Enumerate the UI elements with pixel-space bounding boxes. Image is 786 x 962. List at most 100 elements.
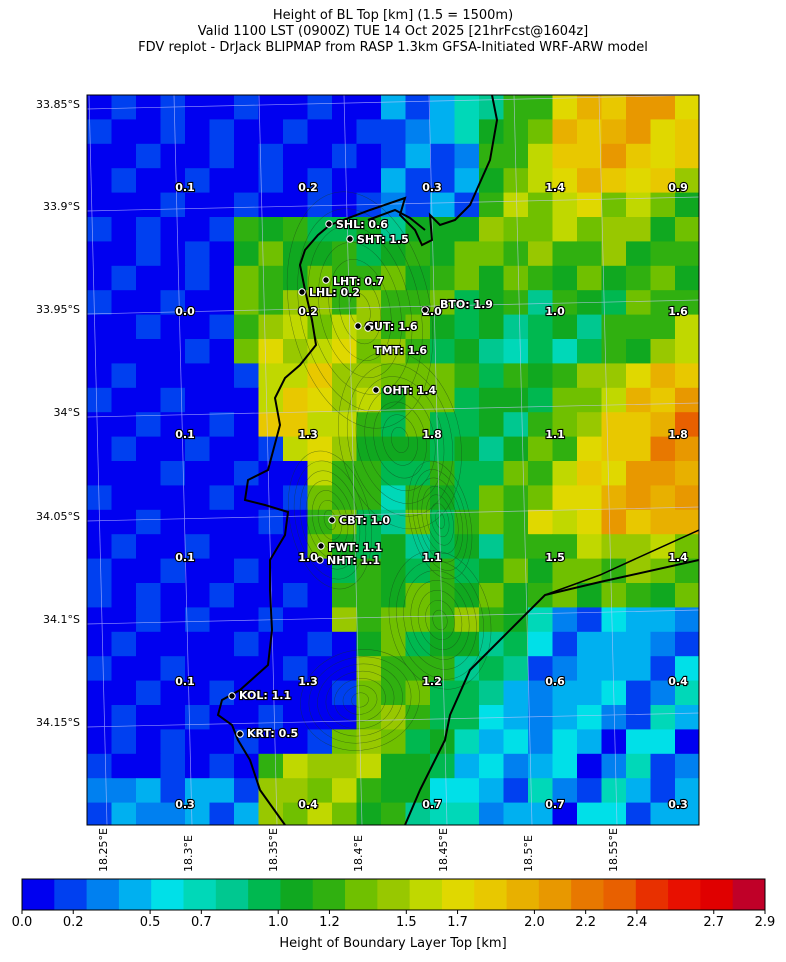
grid-cell [430, 705, 456, 730]
grid-cell [234, 168, 260, 194]
station-label: KOL: 1.1 [239, 689, 291, 702]
grid-cell [111, 363, 137, 389]
grid-cell [577, 241, 603, 267]
grid-cell [479, 583, 505, 608]
terrain-contour [407, 460, 473, 580]
graticule-lon [343, 95, 363, 825]
grid-cell [528, 461, 554, 486]
terrain-contour [317, 663, 403, 737]
grid-cell [454, 558, 480, 584]
grid-cell [675, 363, 699, 389]
grid-cell [87, 314, 113, 340]
grid-cell [454, 778, 480, 804]
colorbar-tick-label: 1.7 [447, 915, 468, 930]
grid-cell [283, 217, 309, 242]
grid-cell [111, 680, 137, 706]
grid-cell [650, 485, 676, 511]
grid-cell [552, 436, 578, 462]
station-dot [317, 542, 325, 550]
longitude-label: 18.5°E [522, 835, 535, 872]
grid-cell [454, 363, 480, 389]
grid-cell [650, 217, 676, 242]
grid-cell [405, 753, 431, 779]
terrain-contour [325, 670, 395, 730]
colorbar-swatch [441, 879, 475, 910]
grid-cell [283, 534, 309, 560]
longitude-label: 18.55°E [607, 828, 620, 872]
grid-cell [356, 436, 382, 462]
grid-cell [626, 192, 652, 218]
terrain-contour [425, 599, 455, 641]
grid-cell [405, 631, 431, 657]
grid-cell [258, 339, 284, 364]
grid-cell [111, 290, 137, 316]
grid-cell [552, 607, 578, 633]
grid-cell [111, 241, 137, 267]
grid-cell [626, 729, 652, 755]
grid-cell [552, 217, 578, 242]
grid-cell [626, 95, 652, 120]
grid-cell [234, 436, 260, 462]
grid-cell [87, 729, 113, 755]
grid-cell [111, 436, 137, 462]
grid-cell [381, 607, 407, 633]
sample-value: 1.3 [298, 428, 318, 441]
latitude-label: 34.15°S [36, 716, 80, 729]
grid-cell [307, 387, 333, 413]
grid-cell [209, 192, 235, 218]
grid-cell [283, 705, 309, 730]
station-dot [325, 220, 333, 228]
grid-cell [552, 729, 578, 755]
grid-cell [528, 607, 554, 633]
grid-cell [528, 705, 554, 730]
grid-cell [185, 753, 211, 779]
grid-cell [381, 558, 407, 584]
grid-cell [479, 509, 505, 535]
grid-cell [307, 436, 333, 462]
grid-cell [528, 509, 554, 535]
sample-value: 0.6 [545, 675, 565, 688]
grid-cell [111, 558, 137, 584]
colorbar-tick-label: 2.7 [703, 915, 725, 930]
grid-cell [479, 656, 505, 682]
grid-cell [136, 802, 162, 825]
grid-cell [479, 461, 505, 486]
grid-cell [626, 290, 652, 316]
grid-cell [87, 583, 113, 608]
sample-value: 1.0 [298, 551, 318, 564]
grid-cell [479, 436, 505, 462]
colorbar-tick-label: 2.2 [575, 915, 596, 930]
grid-cell [234, 314, 260, 340]
grid-cell [503, 192, 529, 218]
grid-cell [454, 705, 480, 730]
coast-west [216, 95, 499, 825]
grid-cell [160, 583, 186, 608]
grid-cell [626, 705, 652, 730]
grid-cell [503, 729, 529, 755]
grid-cell [503, 363, 529, 389]
sample-value: 1.5 [545, 551, 565, 564]
colorbar-swatch [409, 879, 443, 910]
grid-cell [307, 802, 333, 825]
grid-cell [381, 583, 407, 608]
grid-cell [577, 534, 603, 560]
grid-cell [160, 119, 186, 145]
sample-value: 0.4 [298, 798, 318, 811]
grid-cell [503, 607, 529, 633]
grid-cell [160, 339, 186, 364]
grid-cell [307, 119, 333, 145]
grid-cell [332, 680, 358, 706]
grid-cell [209, 631, 235, 657]
station-dot [328, 516, 336, 524]
grid-cell [405, 143, 431, 169]
grid-cell [307, 680, 333, 706]
grid-cell [601, 778, 627, 804]
grid-cell [381, 705, 407, 730]
grid-cell [601, 485, 627, 511]
grid-cell [185, 241, 211, 267]
grid-cell [601, 583, 627, 608]
grid-cell [381, 95, 407, 120]
grid-cell [430, 363, 456, 389]
grid-cell [528, 387, 554, 413]
grid-cell [626, 631, 652, 657]
